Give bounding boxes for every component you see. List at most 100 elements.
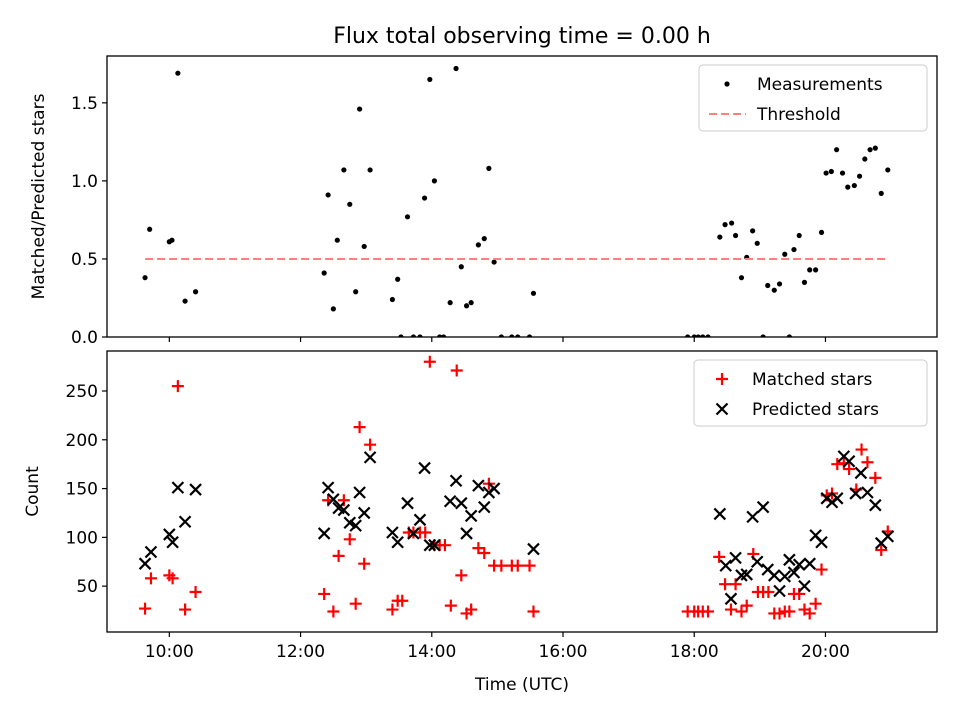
predicted-point <box>363 451 377 464</box>
predicted-point <box>144 545 158 559</box>
y-axis-label: Matched/Predicted stars <box>29 93 49 299</box>
predicted-point <box>881 530 895 543</box>
matched-point <box>740 599 753 612</box>
predicted-point <box>138 557 152 570</box>
y-tick-label: 1.5 <box>71 94 98 114</box>
y-tick-label: 1.0 <box>71 172 98 192</box>
matched-point <box>327 605 340 618</box>
matched-point <box>144 572 157 585</box>
measurement-point <box>782 251 788 257</box>
matched-point <box>332 549 345 562</box>
measurement-point <box>468 300 474 306</box>
predicted-point <box>386 526 399 539</box>
predicted-point <box>724 592 738 606</box>
measurement-point <box>867 147 873 153</box>
predicted-point <box>746 510 759 524</box>
matched-point <box>396 594 409 607</box>
axes-frame <box>106 55 938 338</box>
y-tick-label: 0.0 <box>71 328 98 348</box>
legend-label: Predicted stars <box>752 400 879 420</box>
x-tick-label: 16:00 <box>539 642 588 662</box>
measurement-point <box>818 229 825 236</box>
predicted-point <box>449 474 463 488</box>
legend: Matched stars Predicted stars <box>693 359 928 427</box>
predicted-point <box>869 498 882 512</box>
measurement-point <box>862 156 868 162</box>
predicted-point <box>353 486 366 499</box>
plot-area <box>138 355 895 620</box>
measurement-point <box>334 237 340 243</box>
matched-point <box>465 603 478 616</box>
matched-point <box>861 456 874 469</box>
predicted-point <box>171 481 185 494</box>
y-tick-label: 100 <box>66 528 98 548</box>
legend-box <box>693 359 928 427</box>
matched-point <box>318 587 331 600</box>
measurement-point <box>729 220 735 226</box>
legend-box <box>698 64 928 132</box>
matched-point <box>762 585 775 598</box>
matched-point <box>444 599 457 612</box>
measurement-point <box>463 303 470 309</box>
measurement-point <box>321 270 327 276</box>
predicted-point <box>418 461 431 475</box>
predicted-point <box>455 496 468 510</box>
x-axis-label: Time (UTC) <box>474 675 569 695</box>
measurement-point <box>486 165 492 171</box>
measurement-point <box>330 306 336 312</box>
measurement-point <box>453 65 459 72</box>
predicted-point <box>830 492 844 505</box>
measurement-point <box>353 289 359 295</box>
predicted-point <box>413 513 427 527</box>
predicted-point <box>527 542 540 556</box>
legend: Measurements Threshold <box>698 64 928 132</box>
measurement-point <box>845 184 851 190</box>
predicted-point <box>713 507 727 521</box>
matched-point <box>719 578 732 591</box>
matched-point <box>179 603 192 616</box>
matched-point <box>139 602 152 615</box>
matched-point <box>783 605 796 618</box>
predicted-point <box>803 557 816 570</box>
measurement-point <box>765 282 771 289</box>
matched-point <box>855 443 868 456</box>
measurement-point <box>750 228 756 234</box>
matched-point <box>478 546 491 559</box>
matched-point <box>343 533 356 546</box>
predicted-point <box>460 527 473 540</box>
predicted-point <box>792 558 806 571</box>
measurement-point <box>722 222 728 228</box>
measurement-point <box>796 232 802 239</box>
y-tick-label: 50 <box>76 577 98 597</box>
measurement-point <box>491 259 497 265</box>
predicted-point <box>337 503 351 517</box>
measurement-point <box>325 192 331 198</box>
measurement-point <box>801 279 808 285</box>
predicted-point <box>189 483 202 496</box>
matched-point <box>450 364 463 377</box>
y-tick-label: 200 <box>66 431 98 451</box>
predicted-point <box>756 500 770 514</box>
plot-area <box>142 65 891 337</box>
predicted-point <box>317 527 331 540</box>
matched-point <box>815 563 828 576</box>
measurement-point <box>828 168 834 175</box>
measurement-point <box>175 70 181 76</box>
predicted-point <box>391 535 404 549</box>
predicted-point <box>163 528 176 541</box>
measurement-point <box>839 170 846 176</box>
legend-swatch <box>715 402 729 416</box>
measurement-point <box>347 201 353 207</box>
predicted-point <box>773 584 786 598</box>
predicted-point <box>357 506 371 520</box>
matched-point <box>735 605 748 618</box>
measurement-point <box>885 167 891 173</box>
measurement-point <box>856 173 863 179</box>
measurement-point <box>851 182 857 189</box>
matched-point <box>353 421 366 434</box>
measurement-point <box>395 276 401 282</box>
predicted-point <box>787 566 801 579</box>
measurement-point <box>481 236 487 242</box>
y-tick-label: 0.5 <box>71 250 98 270</box>
